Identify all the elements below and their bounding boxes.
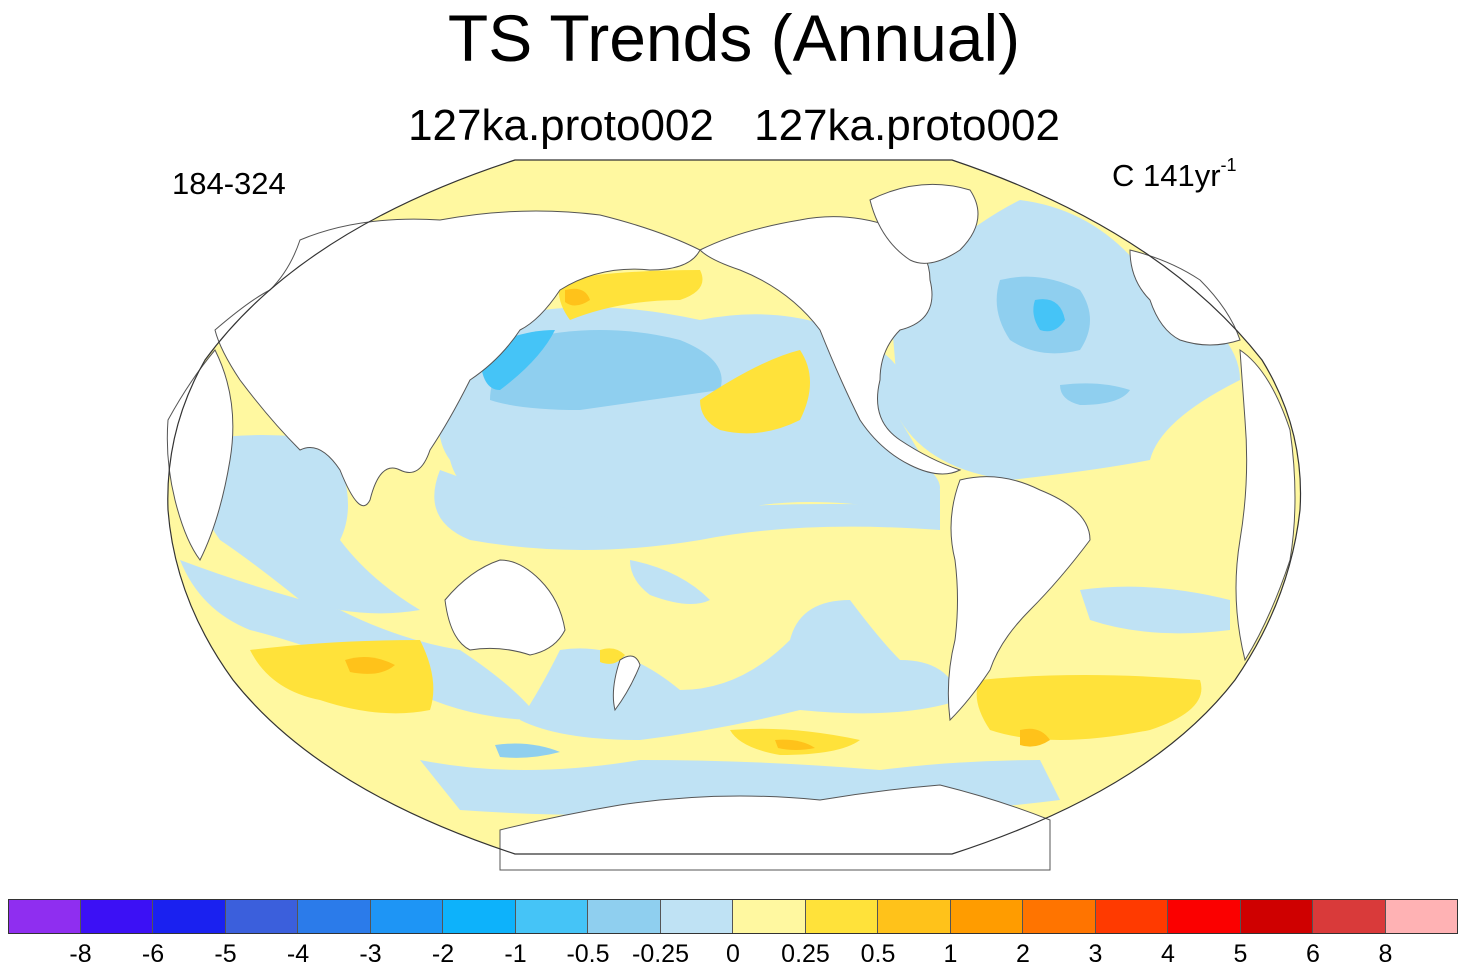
land-australia	[444, 559, 566, 656]
colorbar-tick-label: -3	[359, 940, 382, 968]
map-title: TS Trends (Annual)	[447, 1, 1021, 75]
tasman-warm-patch	[600, 648, 625, 664]
colorbar-tick-label: 8	[1378, 940, 1393, 968]
south-atlantic-warm-patch	[976, 675, 1202, 740]
land-new-zealand	[612, 655, 641, 712]
north-pacific-warm-patch	[700, 350, 810, 434]
colorbar-swatch	[878, 899, 951, 934]
colorbar-swatch	[80, 899, 153, 934]
land-north-america	[699, 216, 962, 475]
southern-pacific-warm-core	[775, 739, 815, 750]
colorbar-tick-label: 6	[1306, 940, 1320, 968]
land-south-america	[947, 476, 1091, 722]
colorbar-swatch	[1240, 899, 1313, 934]
colorbar-tick-label: -6	[141, 940, 165, 968]
map-subtitle: 127ka.proto002 127ka.proto002	[0, 100, 1468, 152]
bering-warm-patch	[558, 270, 703, 320]
south-indian-cool-band	[180, 560, 540, 720]
colorbar-swatch	[370, 899, 443, 934]
south-indian-warm-core	[345, 656, 395, 674]
colorbar-swatch	[1095, 899, 1168, 934]
units-text: C 141yr	[1112, 158, 1221, 193]
colorbar-tick-label: -0.25	[632, 940, 689, 968]
colorbar-swatch	[515, 899, 588, 934]
globe-outline	[167, 159, 1302, 855]
land-greenland	[869, 183, 979, 264]
colorbar-swatch	[153, 899, 226, 934]
colorbar-tick-label: -2	[431, 940, 455, 968]
west-pacific-cool-patch	[630, 560, 710, 604]
units-label: C 141yr-1	[1112, 154, 1237, 194]
continents	[166, 183, 1296, 871]
colorbar	[8, 899, 1458, 934]
colorbar-swatch	[1313, 899, 1386, 934]
colorbar-tick-label: 2	[1016, 940, 1030, 968]
colorbar-tick-label: -0.5	[566, 940, 610, 968]
tropical-pacific-cool-band	[434, 470, 940, 550]
colorbar-swatch	[1023, 899, 1096, 934]
colorbar-tick-label: -8	[69, 940, 92, 968]
southern-cool-patch	[495, 743, 560, 758]
indian-ocean-cool-region	[197, 435, 420, 614]
colorbar-tick-label: 0.25	[781, 940, 830, 968]
irminger-cool-core	[1033, 299, 1065, 332]
mid-atlantic-cool-patch	[1060, 383, 1130, 405]
south-indian-warm-patch	[250, 640, 434, 714]
south-atlantic-warm-core	[1020, 728, 1050, 747]
colorbar-tick-label: 0.5	[860, 940, 896, 968]
okhotsk-warm-core	[565, 288, 590, 306]
colorbar-tick-label: 4	[1161, 940, 1175, 968]
case-name-right: 127ka.proto002	[754, 101, 1060, 150]
colorbar-swatch	[805, 899, 878, 934]
land-europe	[1129, 249, 1241, 346]
case-name-left: 127ka.proto002	[408, 101, 714, 150]
colorbar-swatch	[950, 899, 1023, 934]
colorbar-tick-label: 1	[943, 940, 958, 968]
land-eurasia	[214, 210, 701, 507]
south-pacific-cool-region	[520, 600, 960, 740]
colorbar-swatch	[298, 899, 371, 934]
colorbar-tick-label: 3	[1088, 940, 1103, 968]
colorbar-swatch	[8, 899, 81, 934]
kuroshio-extension-cool	[490, 330, 722, 410]
colorbar-swatch	[1168, 899, 1241, 934]
colorbar-swatch	[588, 899, 661, 934]
colorbar-tick-label: -4	[286, 940, 310, 968]
colorbar-tick-label: 0	[726, 940, 740, 968]
colorbar-tick-label: -1	[504, 940, 527, 968]
colorbar-swatch	[225, 899, 298, 934]
colorbar-tick-label: -5	[214, 940, 237, 968]
land-antarctica	[499, 784, 1051, 871]
land-africa-west	[166, 349, 234, 561]
colorbar-swatch	[1385, 899, 1458, 934]
colorbar-swatch	[660, 899, 733, 934]
south-atlantic-cool-patch	[1080, 586, 1230, 634]
units-exponent: -1	[1220, 154, 1237, 175]
land-africa-east	[1235, 349, 1296, 662]
years-label: 184-324	[172, 166, 286, 201]
colorbar-tick-label: 5	[1233, 940, 1248, 968]
colorbar-swatch	[443, 899, 516, 934]
colorbar-swatch	[733, 899, 806, 934]
